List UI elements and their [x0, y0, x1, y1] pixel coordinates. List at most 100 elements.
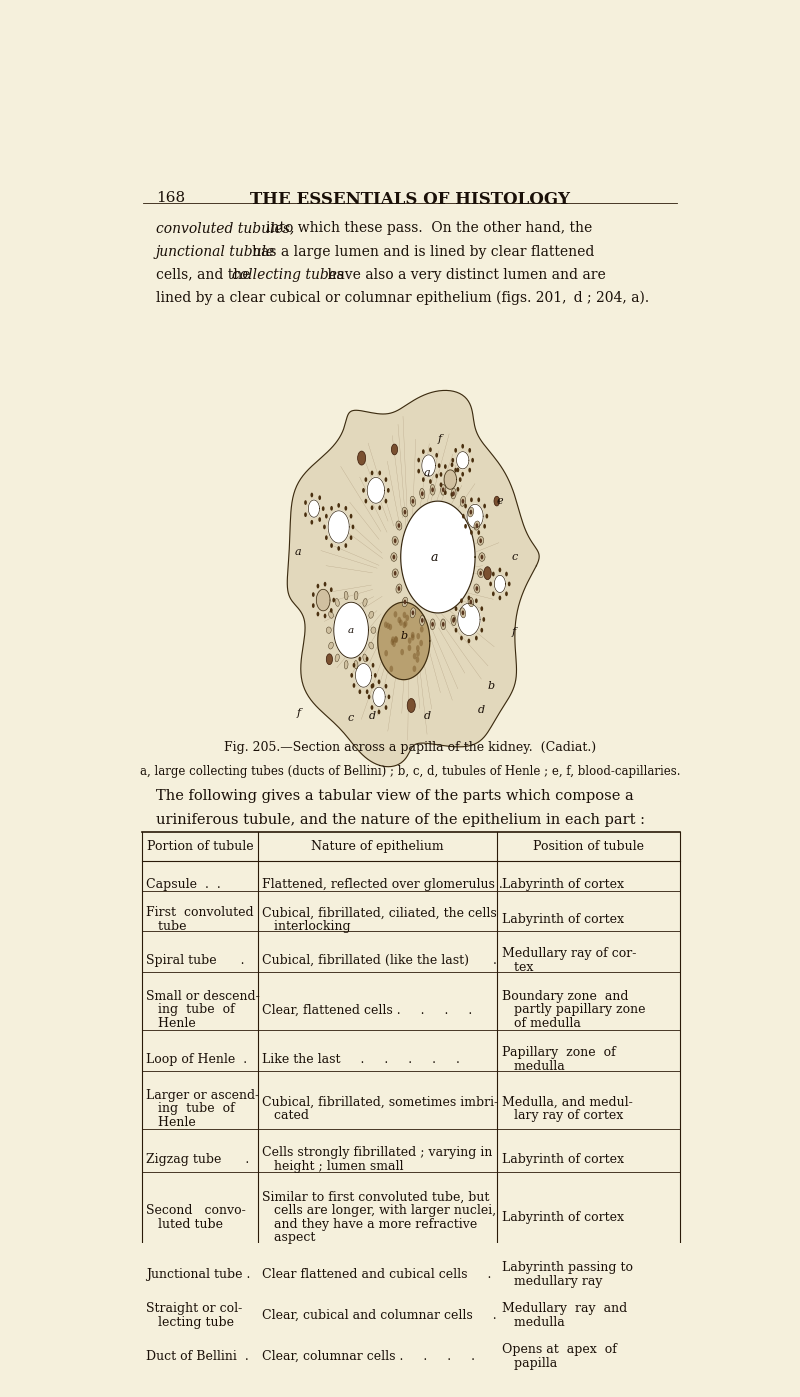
Circle shape — [452, 617, 455, 623]
Ellipse shape — [468, 597, 474, 606]
Text: Flattened, reflected over glomerulus .: Flattened, reflected over glomerulus . — [262, 879, 503, 891]
Text: Capsule  .  .: Capsule . . — [146, 879, 222, 891]
Text: Like the last     .     .     .     .     .: Like the last . . . . . — [262, 1053, 460, 1066]
Ellipse shape — [335, 654, 339, 662]
Ellipse shape — [479, 553, 485, 562]
Ellipse shape — [402, 507, 408, 517]
Text: Duct of Bellini  .: Duct of Bellini . — [146, 1350, 250, 1363]
Text: lined by a clear cubical or columnar epithelium (figs. 201,  d ; 204, a).: lined by a clear cubical or columnar epi… — [156, 291, 649, 305]
Ellipse shape — [402, 597, 408, 606]
Text: and they have a more refractive: and they have a more refractive — [262, 1218, 478, 1231]
Circle shape — [505, 591, 508, 597]
Text: Boundary zone  and: Boundary zone and — [502, 990, 628, 1003]
Circle shape — [372, 664, 374, 668]
Ellipse shape — [354, 591, 358, 599]
Circle shape — [464, 504, 467, 509]
Ellipse shape — [392, 569, 398, 577]
Circle shape — [362, 488, 365, 493]
Text: Labyrinth of cortex: Labyrinth of cortex — [502, 1211, 624, 1224]
Text: Cubical, fibrillated, sometimes imbri-: Cubical, fibrillated, sometimes imbri- — [262, 1095, 498, 1109]
Polygon shape — [422, 455, 435, 476]
Circle shape — [322, 506, 325, 511]
Circle shape — [486, 514, 488, 518]
Text: Straight or col-: Straight or col- — [146, 1302, 242, 1315]
Circle shape — [398, 617, 401, 623]
Ellipse shape — [396, 521, 402, 529]
Ellipse shape — [369, 612, 374, 619]
Circle shape — [403, 510, 406, 514]
Circle shape — [372, 683, 374, 687]
Circle shape — [435, 453, 438, 458]
Text: Similar to first convoluted tube, but: Similar to first convoluted tube, but — [262, 1190, 490, 1204]
Text: Papillary  zone  of: Papillary zone of — [502, 1046, 615, 1059]
Circle shape — [350, 514, 353, 518]
Circle shape — [420, 626, 424, 633]
Text: have also a very distinct lumen and are: have also a very distinct lumen and are — [322, 268, 606, 282]
Circle shape — [464, 524, 467, 528]
Text: Medullary ray of cor-: Medullary ray of cor- — [502, 947, 636, 960]
Text: Henle: Henle — [146, 1017, 196, 1030]
Circle shape — [459, 478, 462, 482]
Circle shape — [450, 462, 454, 467]
Circle shape — [345, 543, 347, 548]
Circle shape — [390, 638, 394, 645]
Text: a: a — [348, 626, 354, 634]
Circle shape — [378, 710, 380, 714]
Circle shape — [442, 622, 445, 627]
Text: Second   convo-: Second convo- — [146, 1204, 246, 1217]
Circle shape — [408, 637, 411, 644]
Circle shape — [450, 492, 454, 497]
Text: a, large collecting tubes (ducts of Bellini) ; b, c, d, tubules of Henle ; e, f,: a, large collecting tubes (ducts of Bell… — [140, 764, 680, 778]
Circle shape — [407, 698, 415, 712]
Polygon shape — [334, 602, 369, 658]
Text: c: c — [348, 714, 354, 724]
Circle shape — [368, 694, 370, 700]
Circle shape — [391, 444, 398, 455]
Circle shape — [454, 448, 457, 453]
Circle shape — [483, 504, 486, 509]
Text: medulla: medulla — [502, 1060, 565, 1073]
Text: into which these pass.  On the other hand, the: into which these pass. On the other hand… — [266, 222, 593, 236]
Circle shape — [475, 636, 478, 640]
Text: Portion of tubule: Portion of tubule — [146, 841, 254, 854]
Text: d: d — [370, 711, 376, 721]
Circle shape — [442, 488, 445, 492]
Circle shape — [481, 606, 483, 610]
Circle shape — [422, 450, 425, 454]
Circle shape — [330, 608, 333, 613]
Text: convoluted tubules,: convoluted tubules, — [156, 222, 298, 236]
Circle shape — [325, 535, 328, 541]
Ellipse shape — [354, 661, 358, 669]
Circle shape — [326, 654, 333, 665]
Circle shape — [358, 657, 362, 661]
Text: ing  tube  of: ing tube of — [146, 1102, 235, 1115]
Circle shape — [452, 492, 455, 496]
Circle shape — [481, 627, 483, 633]
Circle shape — [312, 592, 314, 597]
Text: cated: cated — [262, 1109, 310, 1122]
Text: medulla: medulla — [502, 1316, 565, 1329]
Text: e: e — [497, 496, 503, 506]
Ellipse shape — [474, 584, 480, 594]
Circle shape — [508, 581, 510, 587]
Circle shape — [422, 478, 425, 482]
Circle shape — [406, 615, 409, 622]
Circle shape — [399, 619, 402, 626]
Circle shape — [415, 657, 419, 662]
Polygon shape — [373, 687, 386, 707]
Circle shape — [470, 510, 472, 514]
Circle shape — [411, 631, 414, 638]
Circle shape — [462, 444, 464, 448]
Ellipse shape — [329, 612, 334, 619]
Circle shape — [330, 506, 333, 511]
Circle shape — [387, 694, 390, 700]
Circle shape — [440, 482, 442, 488]
Polygon shape — [458, 604, 480, 636]
Circle shape — [468, 448, 471, 453]
Text: cells, and the: cells, and the — [156, 268, 254, 282]
Circle shape — [462, 499, 464, 504]
Text: Medulla, and medul-: Medulla, and medul- — [502, 1095, 633, 1109]
Circle shape — [483, 524, 486, 528]
Text: cells are longer, with larger nuclei,: cells are longer, with larger nuclei, — [262, 1204, 496, 1217]
Text: Labyrinth passing to: Labyrinth passing to — [502, 1261, 633, 1274]
